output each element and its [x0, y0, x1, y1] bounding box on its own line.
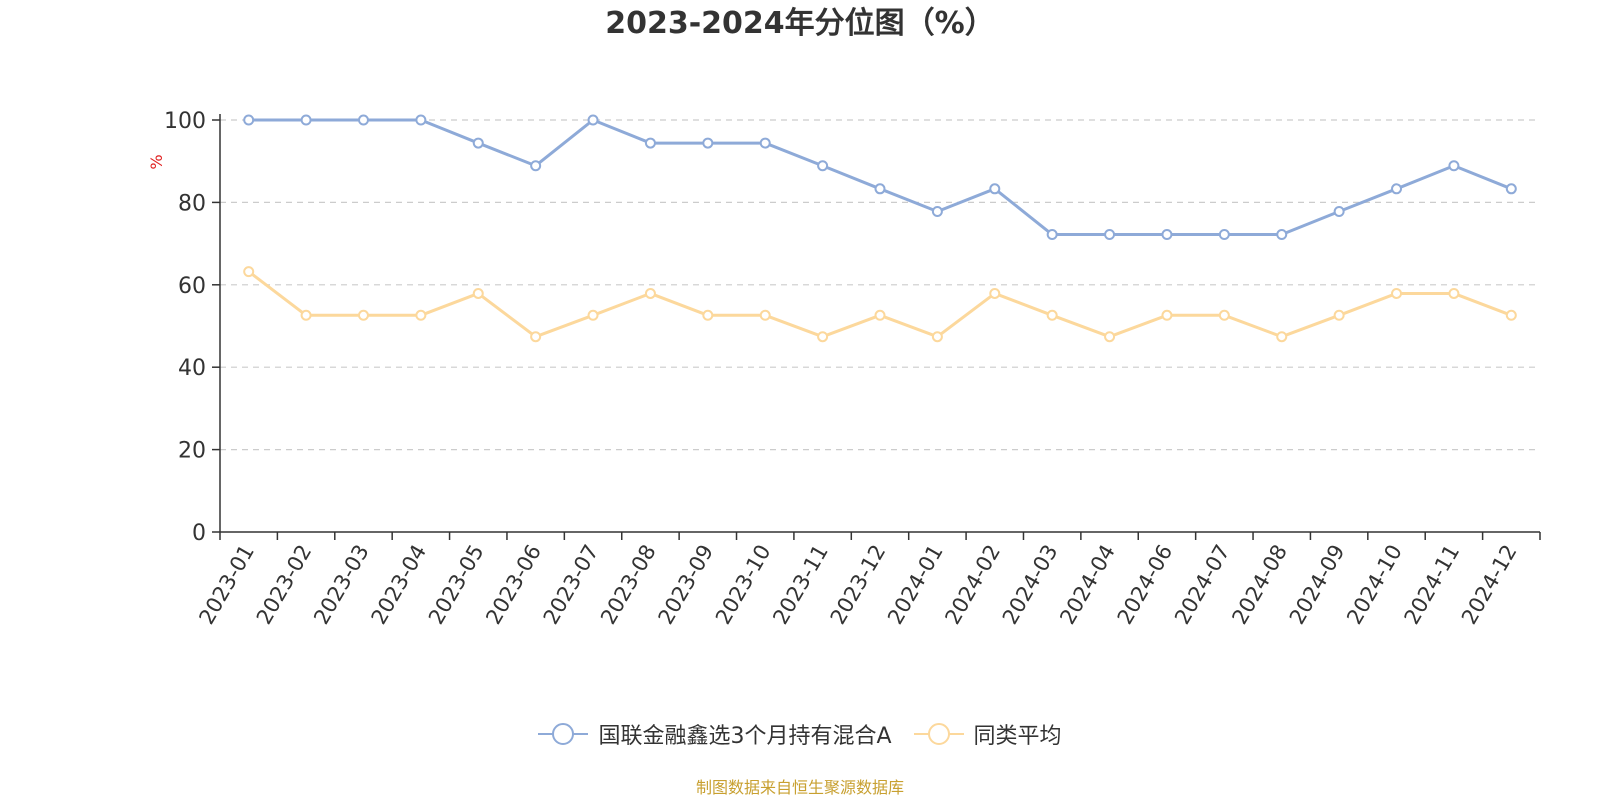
series-1-point-2024-02 — [989, 183, 1001, 195]
series-2-point-2024-02 — [989, 287, 1001, 299]
x-tick-label-2023-06: 2023-06 — [481, 541, 546, 629]
x-tick-label-2024-06: 2024-06 — [1113, 541, 1178, 629]
series-2-point-2024-08 — [1276, 331, 1288, 343]
x-tick-label-2023-12: 2023-12 — [826, 541, 891, 629]
x-tick-label-2023-10: 2023-10 — [711, 541, 776, 629]
series-1-point-2023-08 — [644, 137, 656, 149]
y-axis-label: % — [147, 154, 166, 169]
series-1-point-2024-11 — [1448, 160, 1460, 172]
series-2-point-2024-07 — [1218, 309, 1230, 321]
series-1-point-2024-01 — [931, 205, 943, 217]
series-1-point-2024-10 — [1391, 183, 1403, 195]
series-2-point-2024-09 — [1333, 309, 1345, 321]
legend-marker-series-1 — [538, 723, 589, 745]
x-tick-label-2024-03: 2024-03 — [998, 541, 1063, 629]
y-tick-label-20: 20 — [178, 439, 206, 464]
x-tick-label-2024-10: 2024-10 — [1342, 541, 1407, 629]
series-1-point-2024-04 — [1104, 229, 1116, 241]
x-tick-label-2024-11: 2024-11 — [1400, 541, 1465, 629]
series-2-point-2023-02 — [300, 309, 312, 321]
line-chart: 020406080100%2023-012023-022023-032023-0… — [147, 109, 1541, 629]
series-2-point-2024-06 — [1161, 309, 1173, 321]
y-tick-label-0: 0 — [192, 521, 206, 546]
x-tick-label-2024-07: 2024-07 — [1170, 541, 1235, 629]
series-2-point-2024-12 — [1505, 309, 1517, 321]
x-tick-label-2024-04: 2024-04 — [1055, 541, 1120, 629]
series-1-point-2023-07 — [587, 114, 599, 126]
legend-marker-series-2 — [913, 723, 964, 745]
x-tick-label-2023-11: 2023-11 — [768, 541, 833, 629]
series-line-1 — [248, 118, 1512, 237]
x-tick-label-2023-08: 2023-08 — [596, 541, 661, 629]
series-1-point-2024-09 — [1333, 205, 1345, 217]
series-1-point-2024-06 — [1161, 229, 1173, 241]
series-2-point-2024-04 — [1104, 331, 1116, 343]
series-1-point-2023-04 — [415, 114, 427, 126]
source-note: 制图数据来自恒生聚源数据库 — [695, 778, 904, 797]
legend-item-series-2[interactable]: 同类平均 — [913, 718, 1062, 750]
series-1-point-2024-08 — [1276, 229, 1288, 241]
y-tick-label-40: 40 — [178, 356, 206, 381]
series-2-point-2024-03 — [1046, 309, 1058, 321]
y-tick-label-60: 60 — [178, 274, 206, 299]
series-2-point-2023-11 — [817, 331, 829, 343]
x-tick-label-2023-04: 2023-04 — [367, 541, 432, 629]
series-2-point-2023-06 — [530, 331, 542, 343]
series-1-point-2023-02 — [300, 114, 312, 126]
series-2-point-2023-08 — [644, 287, 656, 299]
series-2-point-2024-01 — [931, 331, 943, 343]
x-tick-label-2024-12: 2024-12 — [1457, 541, 1522, 629]
x-tick-label-2023-02: 2023-02 — [252, 541, 317, 629]
legend: 国联金融鑫选3个月持有混合A 同类平均 — [0, 718, 1600, 750]
series-1-point-2024-12 — [1505, 183, 1517, 195]
x-tick-label-2023-09: 2023-09 — [653, 541, 718, 629]
x-tick-label-2023-01: 2023-01 — [194, 541, 259, 629]
series-1-point-2023-12 — [874, 183, 886, 195]
series-1-point-2024-07 — [1218, 229, 1230, 241]
series-1-point-2023-09 — [702, 137, 714, 149]
x-tick-label-2024-08: 2024-08 — [1227, 541, 1292, 629]
series-2-point-2023-04 — [415, 309, 427, 321]
y-tick-label-80: 80 — [178, 191, 206, 216]
series-2-point-2023-07 — [587, 309, 599, 321]
y-tick-label-100: 100 — [164, 109, 206, 134]
series-line-2 — [247, 270, 1512, 339]
x-tick-label-2024-01: 2024-01 — [883, 541, 948, 629]
series-2-point-2023-09 — [702, 309, 714, 321]
x-tick-label-2024-09: 2024-09 — [1285, 541, 1350, 629]
legend-item-series-1[interactable]: 国联金融鑫选3个月持有混合A — [538, 718, 892, 750]
series-2-point-2023-03 — [357, 309, 369, 321]
series-1-point-2023-05 — [472, 137, 484, 149]
series-1-point-2023-10 — [759, 137, 771, 149]
x-tick-label-2023-03: 2023-03 — [309, 541, 374, 629]
legend-label-series-2: 同类平均 — [973, 724, 1062, 749]
legend-label-series-1: 国联金融鑫选3个月持有混合A — [598, 724, 892, 749]
series-2-point-2023-10 — [759, 309, 771, 321]
series-1-point-2023-01 — [243, 114, 255, 126]
chart-title: 2023-2024年分位图（%） — [605, 6, 995, 41]
series-2-point-2023-12 — [874, 309, 886, 321]
series-1-point-2023-03 — [357, 114, 369, 126]
series-2-point-2023-05 — [472, 287, 484, 299]
series-1-point-2023-11 — [817, 160, 829, 172]
series-1-point-2023-06 — [530, 160, 542, 172]
series-2-point-2024-11 — [1448, 287, 1460, 299]
series-2-point-2024-10 — [1391, 287, 1403, 299]
x-tick-label-2024-02: 2024-02 — [940, 541, 1005, 629]
series-2-point-2023-01 — [243, 266, 255, 278]
series-1-point-2024-03 — [1046, 229, 1058, 241]
x-tick-label-2023-07: 2023-07 — [539, 541, 604, 629]
x-tick-label-2023-05: 2023-05 — [424, 541, 489, 629]
